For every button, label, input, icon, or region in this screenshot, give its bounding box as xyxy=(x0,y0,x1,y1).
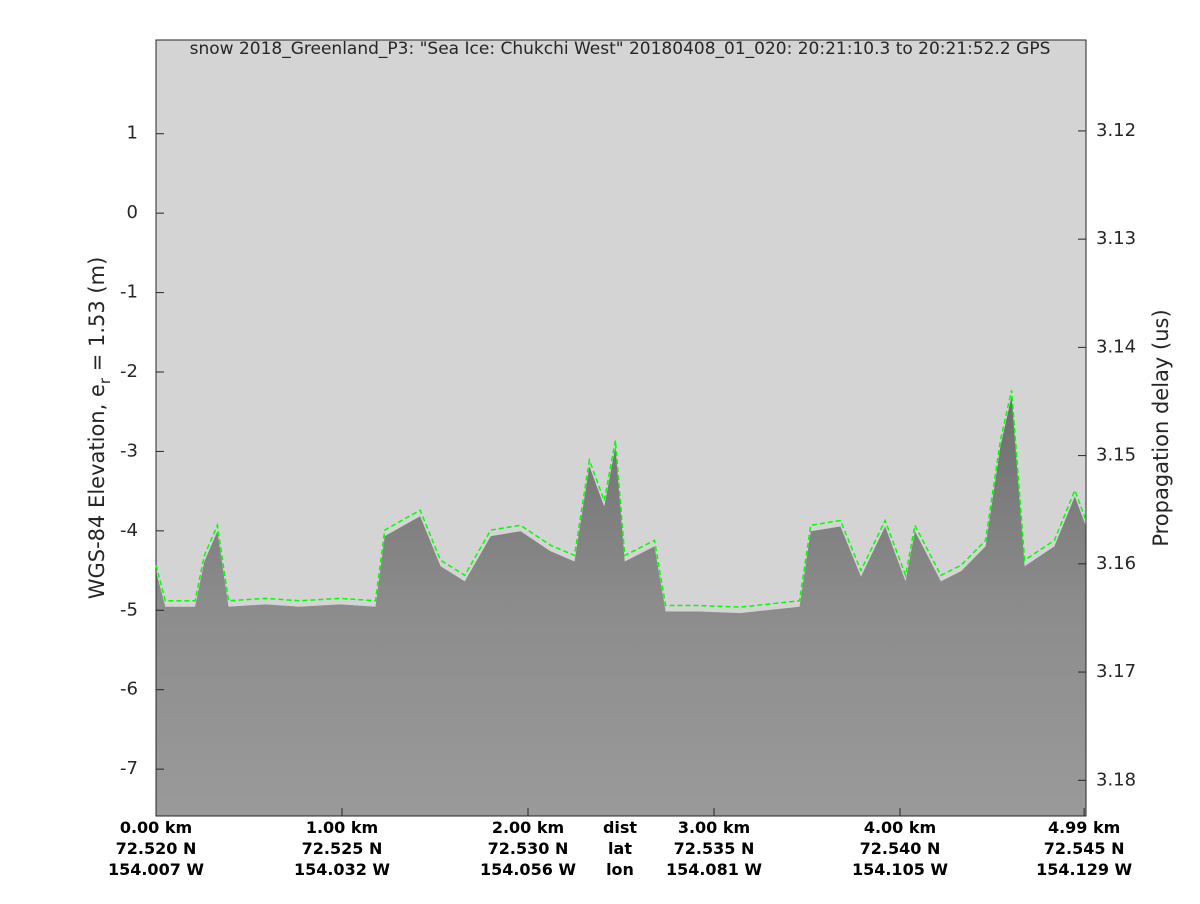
x-tick-label: 4.99 km xyxy=(1048,818,1120,837)
y-tick-label: -5 xyxy=(120,599,138,620)
y-tick-label: -4 xyxy=(120,520,138,541)
x-tick-lat: 72.520 N xyxy=(116,839,197,858)
x-tick-label: 2.00 km xyxy=(492,818,564,837)
y-label-sub: r xyxy=(96,377,114,384)
x-tick-lat: 72.530 N xyxy=(488,839,569,858)
y-tick-label: -1 xyxy=(120,282,138,303)
x-tick-lat: 72.540 N xyxy=(860,839,941,858)
echogram-subsurface xyxy=(156,396,1086,816)
y-tick-label: -6 xyxy=(120,679,138,700)
x-tick-label: 1.00 km xyxy=(306,818,378,837)
y2-tick-label: 3.12 xyxy=(1096,120,1136,141)
x-tick-label: 3.00 km xyxy=(678,818,750,837)
y2-tick-label: 3.16 xyxy=(1096,553,1136,574)
y2-axis-label: Propagation delay (us) xyxy=(1149,309,1173,546)
x-tick-lon: 154.056 W xyxy=(480,860,576,879)
x-tick-label: 4.00 km xyxy=(864,818,936,837)
y-label-part: WGS-84 Elevation, e xyxy=(85,384,109,599)
y-tick-label: -7 xyxy=(120,758,138,779)
y-label-part: = 1.53 (m) xyxy=(85,257,109,378)
x-row-label: lat xyxy=(608,839,632,858)
x-tick-label: 0.00 km xyxy=(120,818,192,837)
y-tick-label: -3 xyxy=(120,440,138,461)
y-tick-label: -2 xyxy=(120,361,138,382)
x-tick-lon: 154.081 W xyxy=(666,860,762,879)
x-tick-lon: 154.032 W xyxy=(294,860,390,879)
surface-line xyxy=(155,390,1087,608)
chart-title: snow 2018_Greenland_P3: "Sea Ice: Chukch… xyxy=(190,39,1051,59)
x-row-label: dist xyxy=(603,818,637,837)
x-tick-lon: 154.129 W xyxy=(1036,860,1132,879)
y2-tick-label: 3.13 xyxy=(1096,228,1136,249)
x-row-label: lon xyxy=(606,860,634,879)
x-tick-lat: 72.545 N xyxy=(1044,839,1125,858)
y-tick-label: 1 xyxy=(127,123,138,144)
plot-frame xyxy=(155,39,1087,817)
y2-tick-label: 3.14 xyxy=(1096,336,1136,357)
y-tick-label: 0 xyxy=(127,202,138,223)
y2-tick-label: 3.17 xyxy=(1096,661,1136,682)
y2-tick-label: 3.15 xyxy=(1096,445,1136,466)
y-axis-label: WGS-84 Elevation, er = 1.53 (m) xyxy=(85,257,114,600)
x-tick-lon: 154.105 W xyxy=(852,860,948,879)
x-tick-lat: 72.525 N xyxy=(302,839,383,858)
x-tick-lat: 72.535 N xyxy=(674,839,755,858)
y2-tick-label: 3.18 xyxy=(1096,769,1136,790)
x-tick-lon: 154.007 W xyxy=(108,860,204,879)
